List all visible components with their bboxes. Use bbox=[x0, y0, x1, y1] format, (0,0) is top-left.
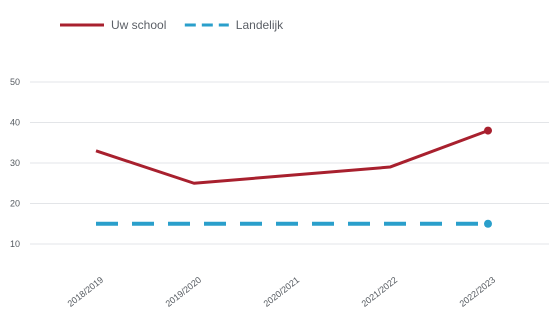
y-tick-label: 10 bbox=[10, 239, 20, 249]
legend-label-1: Landelijk bbox=[236, 18, 284, 32]
y-tick-label: 30 bbox=[10, 158, 20, 168]
series-endpoint-0 bbox=[484, 126, 492, 135]
legend-item-1: Landelijk bbox=[184, 18, 284, 32]
x-tick-label: 2019/2020 bbox=[164, 275, 204, 309]
series-line-0 bbox=[95, 129, 489, 185]
x-tick-label: 2020/2021 bbox=[262, 275, 302, 309]
y-tick-label: 50 bbox=[10, 77, 20, 87]
x-axis-ticks: 2018/2019 2019/2020 2020/2021 2021/2022 2022… bbox=[66, 275, 498, 309]
series-endpoint-1 bbox=[484, 219, 492, 228]
y-axis-ticks: 10 20 30 40 50 bbox=[10, 77, 20, 249]
y-tick-label: 20 bbox=[10, 199, 20, 209]
x-tick-label: 2018/2019 bbox=[66, 275, 106, 309]
gridlines bbox=[30, 81, 549, 245]
legend-item-0: Uw school bbox=[60, 18, 166, 32]
y-tick-label: 40 bbox=[10, 118, 20, 128]
series-lines bbox=[95, 126, 492, 228]
x-tick-label: 2021/2022 bbox=[360, 275, 400, 309]
legend-label-0: Uw school bbox=[111, 18, 166, 32]
legend: Uw school Landelijk bbox=[60, 18, 284, 32]
x-tick-label: 2022/2023 bbox=[458, 275, 498, 309]
